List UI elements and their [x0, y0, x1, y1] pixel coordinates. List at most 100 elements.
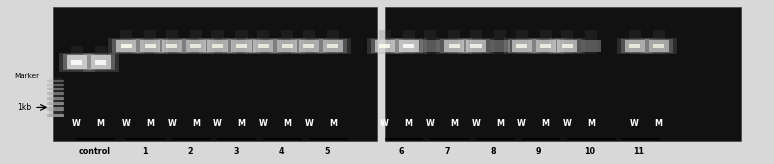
- Text: M: M: [655, 119, 663, 128]
- Bar: [257, 30, 269, 54]
- Bar: [395, 39, 423, 53]
- Bar: [91, 55, 111, 69]
- Bar: [47, 114, 64, 117]
- Bar: [166, 44, 177, 48]
- Bar: [528, 38, 563, 54]
- Text: M: M: [283, 119, 291, 128]
- Bar: [645, 39, 673, 53]
- Bar: [494, 30, 506, 54]
- Bar: [470, 30, 482, 54]
- Text: W: W: [426, 119, 435, 128]
- Bar: [235, 30, 248, 54]
- Bar: [49, 94, 63, 100]
- Bar: [162, 40, 182, 52]
- Bar: [315, 38, 351, 54]
- Bar: [617, 38, 652, 54]
- Bar: [536, 40, 556, 52]
- Text: 4: 4: [279, 147, 285, 156]
- Text: W: W: [471, 119, 481, 128]
- Bar: [403, 44, 414, 48]
- Text: M: M: [192, 119, 200, 128]
- Text: 7: 7: [444, 147, 450, 156]
- Bar: [462, 39, 490, 53]
- Text: M: M: [587, 119, 595, 128]
- Bar: [585, 30, 598, 54]
- Bar: [378, 30, 391, 54]
- Text: W: W: [630, 119, 639, 128]
- Bar: [437, 38, 472, 54]
- Text: control: control: [78, 147, 111, 156]
- Bar: [367, 38, 402, 54]
- Bar: [53, 7, 377, 141]
- Bar: [299, 40, 319, 52]
- Text: W: W: [167, 119, 176, 128]
- Text: W: W: [563, 119, 572, 128]
- Bar: [63, 54, 91, 70]
- Bar: [557, 40, 577, 52]
- Text: M: M: [542, 119, 550, 128]
- Bar: [204, 39, 231, 53]
- Bar: [440, 39, 468, 53]
- Bar: [47, 84, 64, 86]
- Bar: [550, 38, 585, 54]
- Bar: [47, 97, 64, 100]
- Text: 11: 11: [633, 147, 644, 156]
- Bar: [47, 102, 64, 105]
- Text: M: M: [329, 119, 337, 128]
- Bar: [420, 40, 440, 52]
- Bar: [140, 40, 160, 52]
- Bar: [282, 44, 293, 48]
- Bar: [132, 38, 168, 54]
- Bar: [532, 39, 560, 53]
- Text: 8: 8: [490, 147, 496, 156]
- Text: W: W: [304, 119, 313, 128]
- Bar: [625, 40, 645, 52]
- Bar: [653, 44, 664, 48]
- Bar: [319, 39, 347, 53]
- Bar: [258, 44, 269, 48]
- Bar: [402, 30, 415, 54]
- Bar: [236, 44, 247, 48]
- Bar: [136, 39, 164, 53]
- Bar: [444, 40, 464, 52]
- Bar: [144, 30, 156, 54]
- Bar: [47, 80, 64, 82]
- Bar: [49, 78, 63, 82]
- Bar: [49, 110, 63, 117]
- Bar: [295, 39, 323, 53]
- Bar: [448, 30, 461, 54]
- Bar: [327, 30, 339, 54]
- Text: 1kb: 1kb: [17, 103, 31, 112]
- Bar: [303, 44, 314, 48]
- Bar: [281, 30, 293, 54]
- Bar: [67, 55, 87, 69]
- Text: 1: 1: [142, 147, 148, 156]
- Bar: [49, 90, 63, 95]
- Bar: [245, 38, 281, 54]
- Bar: [471, 44, 481, 48]
- Bar: [116, 40, 136, 52]
- Bar: [178, 38, 214, 54]
- Text: 10: 10: [584, 147, 595, 156]
- Bar: [273, 39, 301, 53]
- Bar: [190, 44, 201, 48]
- Text: W: W: [213, 119, 222, 128]
- Text: M: M: [496, 119, 504, 128]
- Bar: [182, 39, 210, 53]
- Bar: [391, 38, 426, 54]
- Text: W: W: [517, 119, 526, 128]
- Bar: [516, 44, 527, 48]
- Bar: [515, 30, 528, 54]
- Bar: [207, 40, 228, 52]
- Bar: [375, 40, 395, 52]
- Bar: [211, 30, 224, 54]
- Bar: [539, 30, 552, 54]
- Text: W: W: [380, 119, 389, 128]
- Bar: [231, 40, 252, 52]
- Bar: [108, 38, 144, 54]
- Bar: [121, 44, 132, 48]
- Bar: [158, 39, 186, 53]
- Bar: [512, 40, 532, 52]
- Bar: [70, 46, 83, 71]
- Text: W: W: [122, 119, 131, 128]
